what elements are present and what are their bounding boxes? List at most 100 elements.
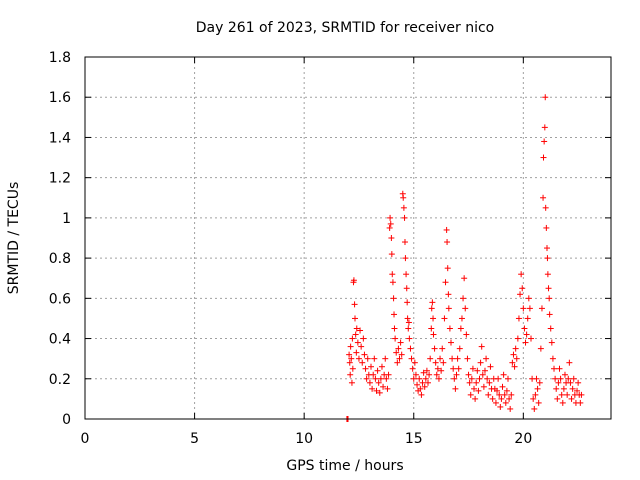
data-point [578,391,585,398]
data-point [503,387,510,394]
data-point [528,335,535,342]
data-point [525,295,532,302]
data-point [560,385,567,392]
data-point [433,371,440,378]
data-point [520,305,527,312]
data-point [544,255,551,262]
data-point [376,389,383,396]
axis-ticks: 0 0.2 0.4 0.6 0.8 1 1.2 1.4 1.6 1.8 0 5 10 15 20 [49,50,611,447]
data-point [392,335,399,342]
data-point [468,375,475,382]
data-point [430,315,437,322]
data-point [361,351,368,358]
data-point [453,371,460,378]
y-tick-label: 0 [62,412,71,428]
data-point [574,387,581,394]
data-point [551,365,558,372]
data-point [464,355,471,362]
data-point [391,325,398,332]
data-point [441,315,448,322]
y-tick-label: 1 [62,211,71,227]
data-point [347,343,354,350]
data-point [370,371,377,378]
data-point [465,371,472,378]
data-point [364,355,371,362]
data-point [348,355,355,362]
data-point [544,245,551,252]
data-point [445,305,452,312]
data-point [458,315,465,322]
data-point [454,355,461,362]
data-point [351,301,358,308]
data-point [422,375,429,382]
data-point [416,375,423,382]
data-point [382,355,389,362]
data-point [511,363,518,370]
data-point [400,204,407,211]
data-point [419,379,426,386]
data-point [439,345,446,352]
data-point [411,359,418,366]
data-point [451,375,458,382]
data-point [421,383,428,390]
data-point [412,371,419,378]
data-point [457,325,464,332]
y-tick-label: 0.8 [49,251,71,267]
data-point [537,345,544,352]
data-point [532,391,539,398]
data-point [443,226,450,233]
y-tick-label: 1.8 [49,50,71,66]
data-point [476,375,483,382]
data-point [481,367,488,374]
data-point [410,375,417,382]
data-point [349,335,356,342]
data-point [463,331,470,338]
data-point [427,355,434,362]
data-point [404,299,411,306]
data-point [486,379,493,386]
data-point [556,365,563,372]
y-tick-label: 1.2 [49,171,71,187]
data-point [531,405,538,412]
data-point [541,138,548,145]
data-point [384,385,391,392]
data-point [444,265,451,272]
y-tick-label: 0.4 [49,332,71,348]
data-point [494,387,501,394]
data-point [437,355,444,362]
data-point [542,204,549,211]
data-point [372,375,379,382]
data-point [418,391,425,398]
data-point [496,391,503,398]
data-point [428,325,435,332]
data-point [472,395,479,402]
data-point [380,383,387,390]
data-point [350,277,357,284]
data-point [401,239,408,246]
data-point [409,365,416,372]
data-point [519,285,526,292]
data-point [546,311,553,318]
data-point [406,335,413,342]
data-point [535,399,542,406]
data-point [553,385,560,392]
data-point [445,291,452,298]
data-point [471,385,478,392]
data-point [514,335,521,342]
data-point [502,399,509,406]
data-point [456,345,463,352]
data-point [363,375,370,382]
data-point [561,371,568,378]
data-point [394,359,401,366]
data-point [349,365,356,372]
data-point [353,349,360,356]
data-point [449,355,456,362]
data-point [478,343,485,350]
data-point [544,271,551,278]
data-point [569,385,576,392]
data-point [565,375,572,382]
data-point [521,325,528,332]
x-tick-label: 20 [514,431,532,447]
y-tick-label: 1.6 [49,90,71,106]
data-point [346,359,353,366]
